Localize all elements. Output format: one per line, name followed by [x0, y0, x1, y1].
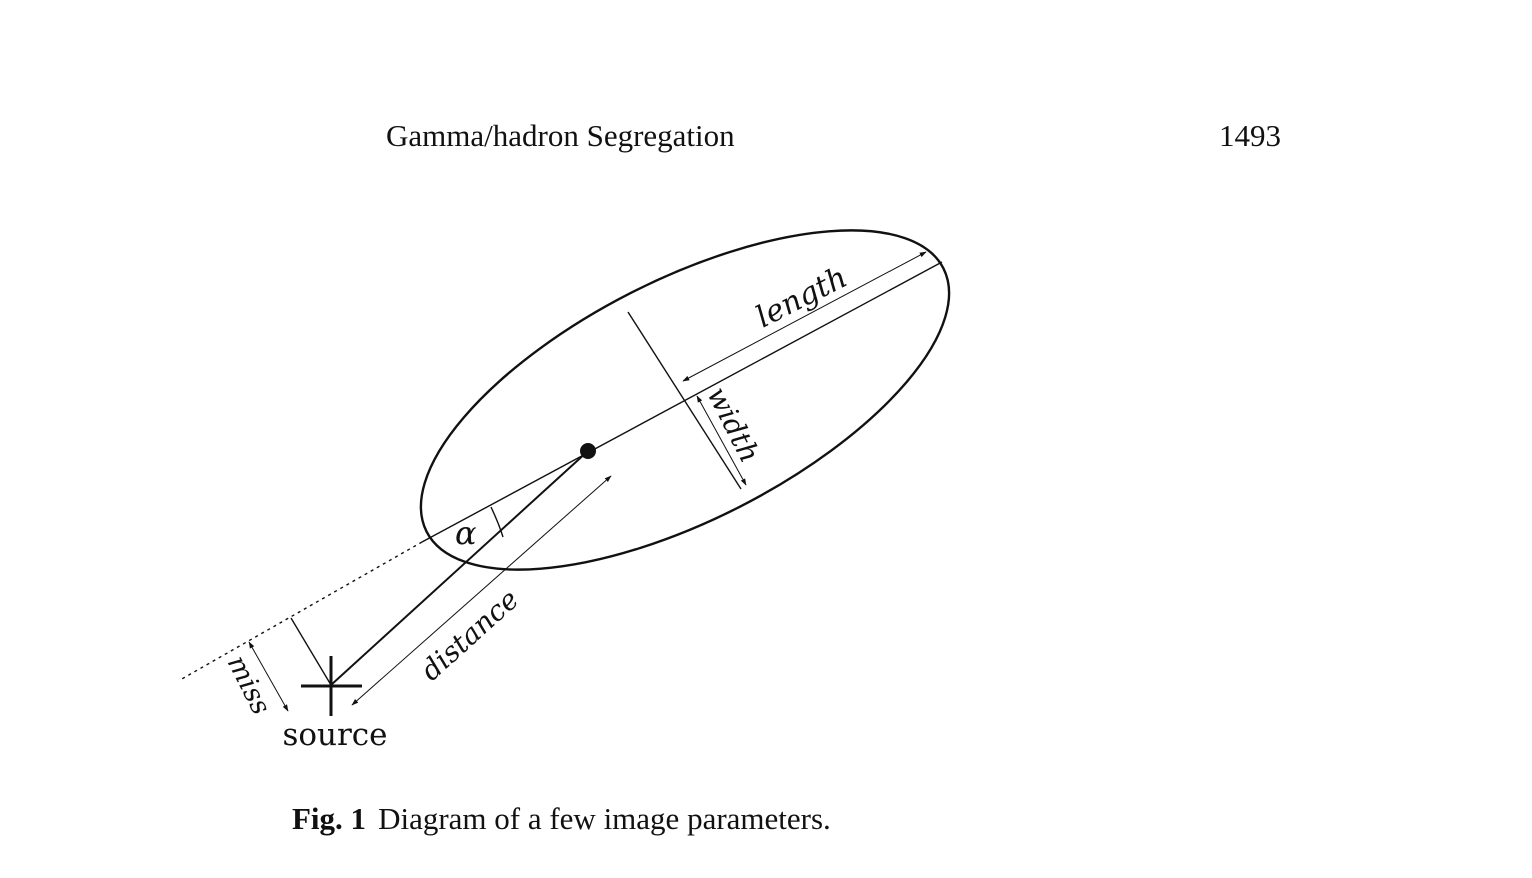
running-header: Gamma/hadron Segregation 1493 [386, 118, 1281, 158]
width-arrow [696, 395, 747, 486]
source-cross-icon [301, 656, 362, 716]
width-label: width [701, 381, 767, 467]
figure-caption-label: Fig. 1 [292, 801, 367, 836]
length-arrow [682, 251, 927, 382]
source-label: source [282, 717, 387, 753]
length-label: length [750, 260, 853, 335]
distance-arrow [351, 475, 612, 706]
major-axis-line [421, 261, 943, 543]
figure-caption-text: Diagram of a few image parameters. [378, 801, 831, 836]
page-number: 1493 [1219, 118, 1281, 153]
miss-label: miss [221, 651, 277, 720]
miss-perpendicular [290, 617, 332, 686]
alpha-arc [490, 506, 504, 538]
major-axis-extension [179, 541, 423, 681]
figure-caption: Fig. 1 Diagram of a few image parameters. [292, 801, 831, 837]
running-title: Gamma/hadron Segregation [386, 118, 735, 153]
alpha-label: α [455, 514, 477, 552]
miss-arrow [248, 641, 289, 712]
